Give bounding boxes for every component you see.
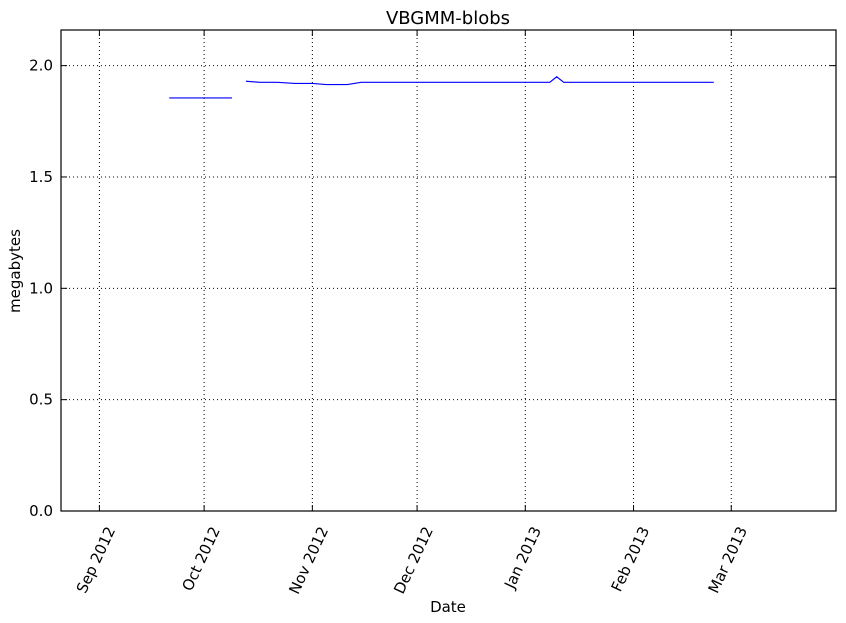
grid: [61, 30, 836, 512]
x-tick-label: Sep 2012: [73, 524, 119, 596]
y-tick-label: 0.5: [29, 391, 53, 409]
y-tick-label: 1.0: [29, 279, 53, 297]
x-tick-label: Nov 2012: [285, 524, 332, 597]
ticks: [61, 30, 836, 512]
x-tick-label: Jan 2013: [500, 524, 545, 592]
chart-title: VBGMM-blobs: [386, 8, 510, 29]
y-axis-title: megabytes: [6, 229, 24, 313]
series-line-segment: [245, 75, 714, 86]
x-axis-title: Date: [430, 598, 466, 616]
tick-labels: Sep 2012 Oct 2012 Nov 2012 Dec 2012 Jan 2013…: [29, 57, 751, 597]
x-tick-label: Feb 2013: [608, 524, 654, 595]
x-tick-label: Oct 2012: [178, 524, 223, 594]
y-tick-label: 0.0: [29, 502, 53, 520]
series-layer: [169, 75, 714, 99]
y-tick-label: 2.0: [29, 57, 53, 75]
y-tick-label: 1.5: [29, 168, 53, 186]
plot-frame: [60, 29, 837, 512]
x-tick-label: Dec 2012: [390, 524, 437, 597]
x-tick-label: Mar 2013: [705, 524, 751, 596]
